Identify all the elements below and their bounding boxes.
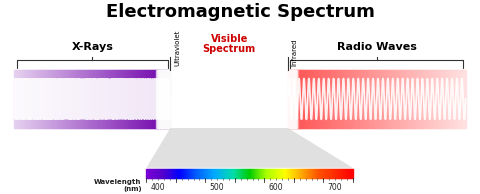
Text: X-Rays: X-Rays [72, 42, 113, 52]
Text: Wavelength
(nm): Wavelength (nm) [94, 179, 142, 192]
Text: 700: 700 [328, 183, 342, 192]
Text: Electromagnetic Spectrum: Electromagnetic Spectrum [106, 3, 374, 21]
Text: Infrared: Infrared [292, 38, 298, 66]
Text: Radio Waves: Radio Waves [337, 42, 417, 52]
Text: 500: 500 [210, 183, 225, 192]
Polygon shape [146, 128, 353, 168]
Text: Visible
Spectrum: Visible Spectrum [203, 34, 256, 54]
Text: 400: 400 [151, 183, 166, 192]
Text: 600: 600 [269, 183, 284, 192]
Text: Ultraviolet: Ultraviolet [174, 30, 180, 66]
